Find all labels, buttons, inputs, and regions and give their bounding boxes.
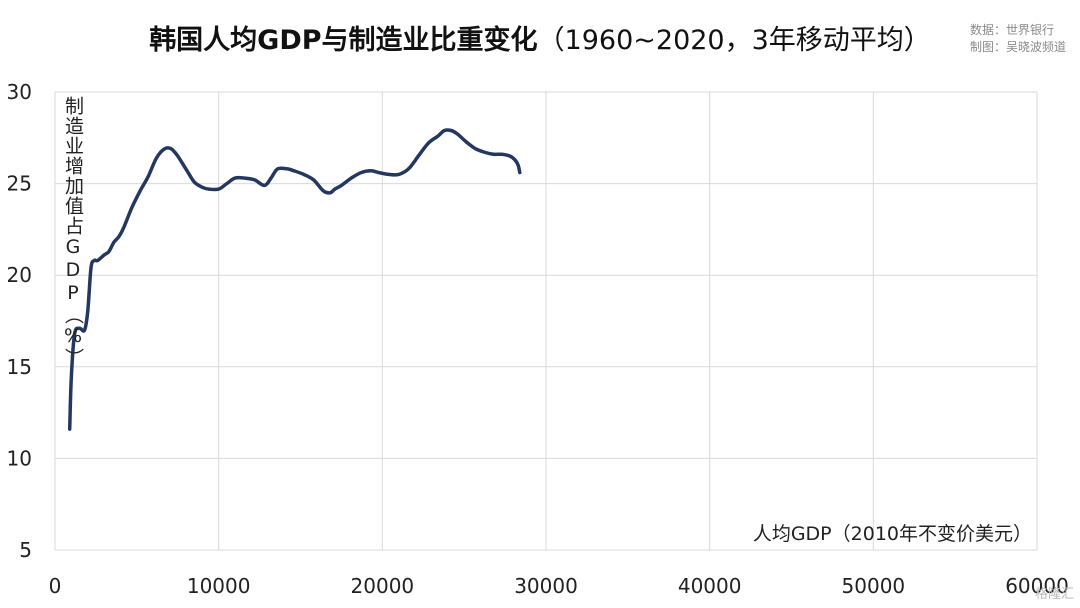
source-line: 数据：世界银行 [969, 23, 1054, 37]
x-axis-ticks: 0 10000 20000 30000 40000 50000 60000 [49, 574, 1069, 598]
y-axis-label: 制造业增加值占GDP（%） [62, 96, 84, 368]
x-tick-label: 10000 [187, 574, 251, 598]
chart-title-main: 韩国人均GDP与制造业比重变化 [149, 25, 538, 56]
y-axis-ticks: 5 10 15 20 25 30 [7, 80, 32, 562]
x-tick-label: 50000 [842, 574, 906, 598]
y-tick-label: 20 [7, 263, 32, 287]
x-tick-label: 40000 [678, 574, 742, 598]
y-tick-label: 15 [7, 355, 32, 379]
y-tick-label: 30 [7, 80, 32, 104]
x-tick-label: 20000 [351, 574, 415, 598]
chart-title: 韩国人均GDP与制造业比重变化（1960~2020，3年移动平均） [0, 18, 1080, 57]
x-tick-label: 60000 [1005, 574, 1069, 598]
y-tick-label: 10 [7, 446, 32, 470]
y-tick-label: 25 [7, 172, 32, 196]
x-axis-label: 人均GDP（2010年不变价美元） [752, 523, 1032, 545]
credit-line: 制图：吴晓波频道 [969, 40, 1066, 54]
series-line [67, 128, 522, 431]
source-note: 数据：世界银行 制图：吴晓波频道 [970, 22, 1066, 56]
chart-title-sub: （1960~2020，3年移动平均） [537, 25, 931, 56]
x-tick-label: 0 [49, 574, 62, 598]
grid [54, 91, 1038, 551]
x-tick-label: 30000 [514, 574, 578, 598]
watermark: 格隆汇 [1034, 587, 1074, 602]
y-tick-label: 5 [19, 538, 32, 562]
